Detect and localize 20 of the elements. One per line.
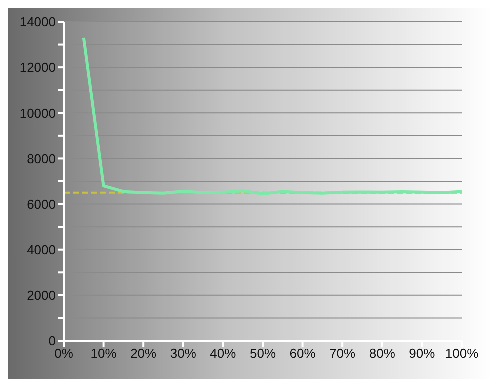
x-tick-label: 10%	[90, 346, 118, 362]
y-tick-label: 12000	[20, 60, 56, 76]
x-tick-label: 100%	[445, 346, 480, 362]
y-tick-label: 0	[48, 334, 56, 349]
x-tick-label: 90%	[409, 346, 436, 362]
y-tick-label: 14000	[20, 14, 56, 30]
y-tick-label: 2000	[27, 288, 56, 304]
y-tick-label: 4000	[27, 242, 56, 258]
x-tick-label: 40%	[210, 346, 237, 362]
y-tick-label: 10000	[20, 106, 56, 121]
x-tick-label: 60%	[290, 346, 316, 362]
x-tick-label: 0%	[54, 346, 74, 362]
y-tick-label: 8000	[27, 151, 56, 166]
x-tick-label: 70%	[330, 346, 356, 362]
y-tick-label: 6000	[27, 196, 56, 212]
x-tick-label: 50%	[250, 346, 276, 362]
x-tick-label: 20%	[130, 346, 158, 362]
line-series	[82, 36, 462, 196]
x-tick-label: 30%	[170, 346, 197, 362]
x-tick-label: 80%	[369, 346, 396, 362]
